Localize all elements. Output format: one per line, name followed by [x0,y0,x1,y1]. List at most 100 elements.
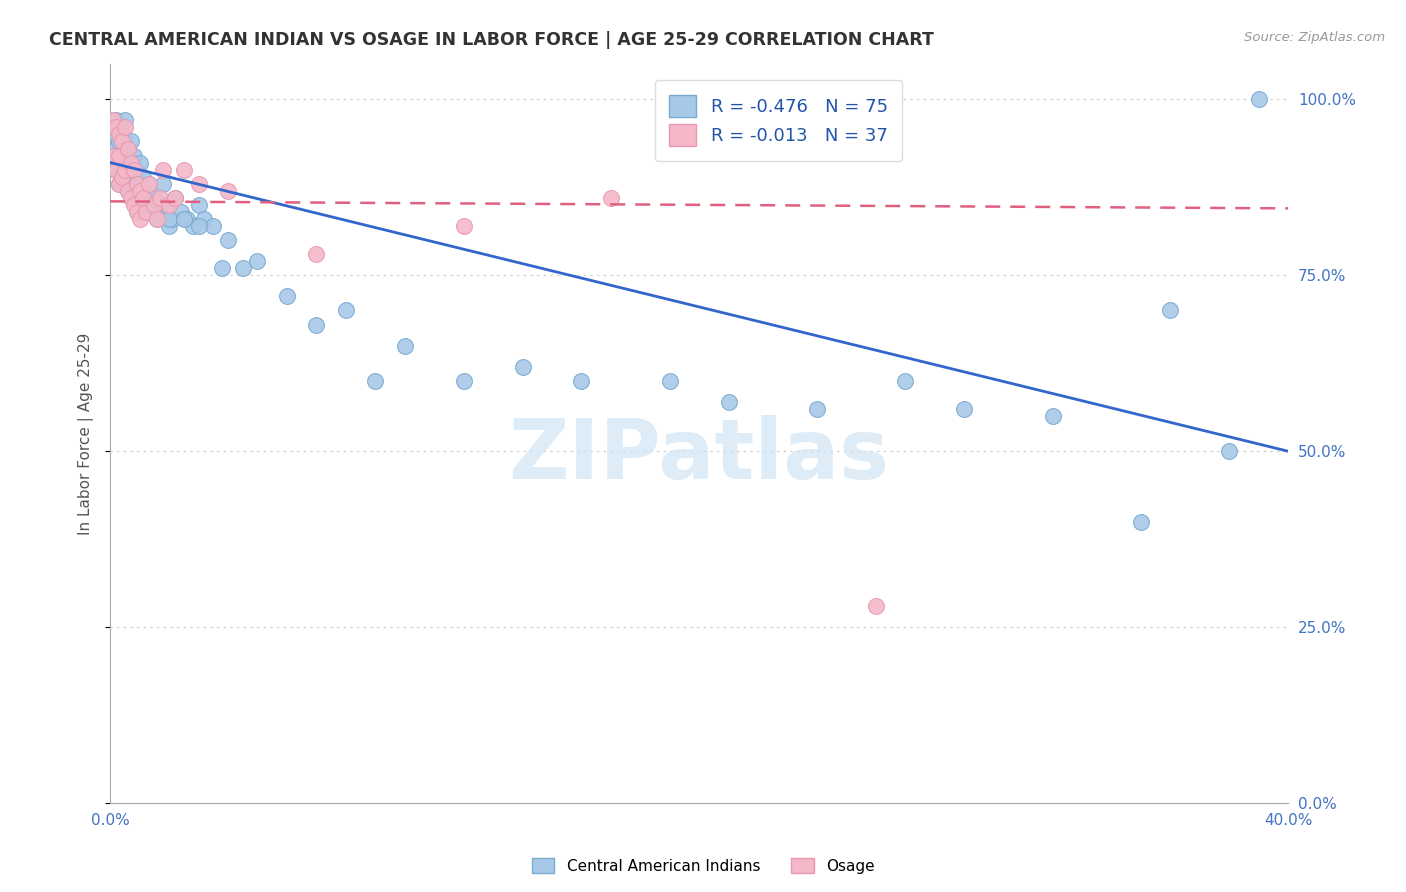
Point [108,135,131,149]
Point [108,128,131,142]
Point [105,162,128,177]
Point [571,374,593,388]
Point [193,211,215,226]
Point [131,191,153,205]
Point [163,191,186,205]
Point [173,162,195,177]
Point [1159,303,1181,318]
Point [141,198,163,212]
Point [103,128,125,142]
Point [108,177,131,191]
Point [108,148,131,162]
Point [173,211,195,226]
Point [120,191,142,205]
Point [135,184,157,198]
Legend: R = -0.476   N = 75, R = -0.013   N = 37: R = -0.476 N = 75, R = -0.013 N = 37 [655,80,903,161]
Point [117,184,139,198]
Point [246,254,269,268]
Point [117,142,139,156]
Point [120,155,142,169]
Point [512,359,534,374]
Point [276,289,298,303]
Point [111,169,134,184]
Point [211,261,233,276]
Point [105,113,128,128]
Point [128,177,150,191]
Point [108,177,131,191]
Point [108,120,131,135]
Point [111,135,134,149]
Point [103,148,125,162]
Point [125,184,148,198]
Point [149,205,172,219]
Point [114,135,136,149]
Point [135,205,157,219]
Point [305,318,328,332]
Point [1129,515,1152,529]
Point [105,142,128,156]
Point [155,198,177,212]
Point [114,177,136,191]
Point [163,191,186,205]
Point [125,205,148,219]
Point [117,162,139,177]
Point [125,162,148,177]
Y-axis label: In Labor Force | Age 25-29: In Labor Force | Age 25-29 [79,333,94,535]
Point [122,169,145,184]
Point [1042,409,1064,423]
Point [157,211,180,226]
Point [143,191,166,205]
Point [105,120,128,135]
Point [599,191,621,205]
Point [103,113,125,128]
Point [232,261,254,276]
Point [135,205,157,219]
Point [202,219,225,233]
Point [108,155,131,169]
Text: CENTRAL AMERICAN INDIAN VS OSAGE IN LABOR FORCE | AGE 25-29 CORRELATION CHART: CENTRAL AMERICAN INDIAN VS OSAGE IN LABO… [49,31,934,49]
Point [138,177,160,191]
Point [120,155,142,169]
Point [122,198,145,212]
Point [157,198,180,212]
Legend: Central American Indians, Osage: Central American Indians, Osage [526,852,880,880]
Point [114,155,136,169]
Point [894,374,917,388]
Text: Source: ZipAtlas.com: Source: ZipAtlas.com [1244,31,1385,45]
Point [364,374,387,388]
Point [187,177,209,191]
Point [187,219,209,233]
Point [105,162,128,177]
Point [953,402,976,417]
Point [114,162,136,177]
Point [131,169,153,184]
Point [181,219,204,233]
Point [117,142,139,156]
Point [146,211,169,226]
Point [453,219,475,233]
Point [717,395,740,409]
Point [138,177,160,191]
Text: ZIPatlas: ZIPatlas [509,416,890,496]
Point [120,177,142,191]
Point [146,211,169,226]
Point [122,191,145,205]
Point [1218,444,1240,458]
Point [152,177,174,191]
Point [111,128,134,142]
Point [187,198,209,212]
Point [125,177,148,191]
Point [170,205,193,219]
Point [143,198,166,212]
Point [128,211,150,226]
Point [176,211,198,226]
Point [125,205,148,219]
Point [217,184,239,198]
Point [865,599,887,613]
Point [453,374,475,388]
Point [806,402,828,417]
Point [1247,92,1270,106]
Point [658,374,681,388]
Point [131,191,153,205]
Point [120,135,142,149]
